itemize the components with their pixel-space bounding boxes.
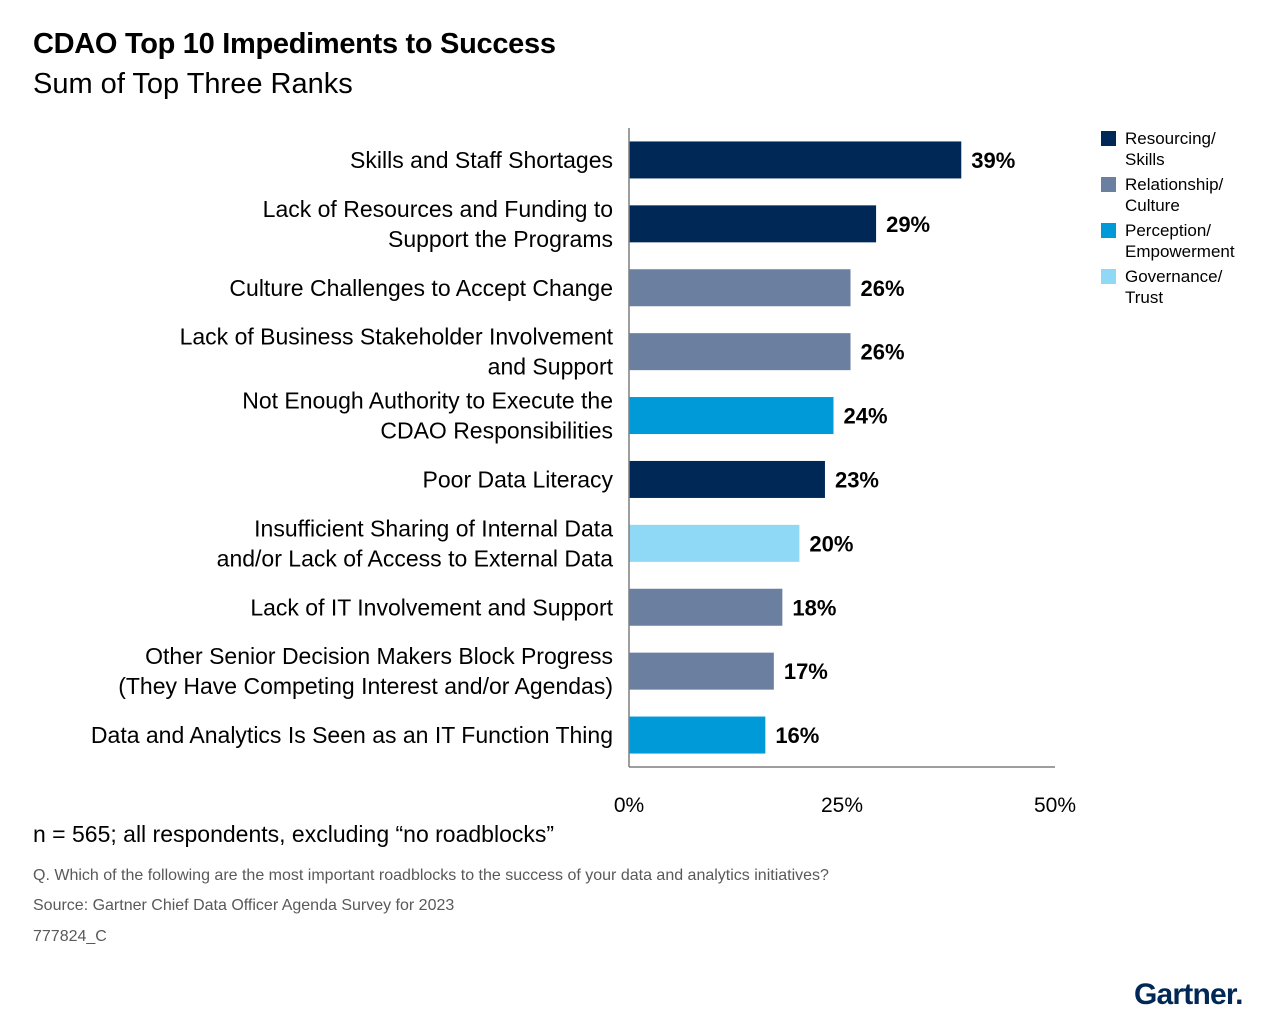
legend-item-resourcing: Resourcing/ Skills	[1101, 128, 1265, 170]
legend-swatch-governance	[1101, 269, 1116, 284]
legend-label-resourcing-line-2: Skills	[1125, 150, 1165, 169]
category-label: Support the Programs	[388, 226, 613, 252]
bar	[629, 333, 851, 371]
x-tick-label: 0%	[614, 794, 644, 817]
category-label: Culture Challenges to Accept Change	[229, 275, 613, 301]
legend-swatch-resourcing	[1101, 131, 1116, 146]
legend-label-governance-line-2: Trust	[1125, 288, 1164, 307]
data-label: 20%	[809, 531, 853, 556]
legend-label-relationship-line-1: Relationship/	[1125, 175, 1224, 194]
chart-title: CDAO Top 10 Impediments to Success	[33, 28, 556, 60]
category-label: Lack of Resources and Funding to	[263, 196, 613, 222]
data-label: 39%	[971, 148, 1015, 173]
legend-item-governance: Governance/ Trust	[1101, 266, 1265, 308]
legend-label-governance-line-1: Governance/	[1125, 267, 1223, 286]
survey-question: Q. Which of the following are the most i…	[33, 867, 829, 884]
category-label: and Support	[488, 354, 614, 380]
category-label: Poor Data Literacy	[423, 466, 614, 492]
legend-label-perception-line-2: Empowerment	[1125, 242, 1235, 261]
category-label: (They Have Competing Interest and/or Age…	[118, 673, 613, 699]
legend-item-perception: Perception/ Empowerment	[1101, 220, 1265, 262]
data-label: 26%	[861, 340, 905, 365]
category-label: Data and Analytics Is Seen as an IT Func…	[91, 722, 613, 748]
data-label: 18%	[792, 595, 836, 620]
category-label: CDAO Responsibilities	[380, 418, 613, 444]
category-label: Lack of IT Involvement and Support	[250, 594, 613, 620]
bar	[629, 716, 766, 754]
chart-subtitle: Sum of Top Three Ranks	[33, 68, 353, 100]
data-label: 16%	[775, 723, 819, 748]
x-tick-label: 25%	[821, 794, 863, 817]
bar	[629, 460, 825, 498]
bar	[629, 397, 834, 435]
bar	[629, 524, 800, 562]
category-label: and/or Lack of Access to External Data	[217, 545, 614, 571]
data-label: 29%	[886, 212, 930, 237]
data-label: 26%	[861, 276, 905, 301]
gartner-logo: Gartner.	[1134, 978, 1243, 1011]
category-label: Not Enough Authority to Execute the	[242, 388, 613, 414]
bar	[629, 205, 877, 243]
legend-label-perception-line-1: Perception/	[1125, 221, 1211, 240]
category-label: Other Senior Decision Makers Block Progr…	[145, 643, 613, 669]
data-label: 23%	[835, 467, 879, 492]
bar	[629, 141, 962, 179]
category-label: Insufficient Sharing of Internal Data	[254, 515, 613, 541]
data-label: 24%	[843, 404, 887, 429]
category-label: Skills and Staff Shortages	[350, 147, 613, 173]
bar	[629, 588, 783, 626]
legend: Resourcing/ Skills Relationship/ Culture…	[1101, 128, 1265, 312]
chart-id: 777824_C	[33, 928, 107, 945]
source-note: Source: Gartner Chief Data Officer Agend…	[33, 897, 455, 914]
legend-item-relationship: Relationship/ Culture	[1101, 174, 1265, 216]
x-tick-label: 50%	[1034, 794, 1076, 817]
legend-label-resourcing-line-1: Resourcing/	[1125, 129, 1216, 148]
bar	[629, 269, 851, 307]
legend-label-relationship-line-2: Culture	[1125, 196, 1180, 215]
sample-note: n = 565; all respondents, excluding “no …	[33, 821, 555, 847]
category-label: Lack of Business Stakeholder Involvement	[180, 324, 614, 350]
legend-swatch-perception	[1101, 223, 1116, 238]
legend-swatch-relationship	[1101, 177, 1116, 192]
bar	[629, 652, 774, 690]
data-label: 17%	[784, 659, 828, 684]
